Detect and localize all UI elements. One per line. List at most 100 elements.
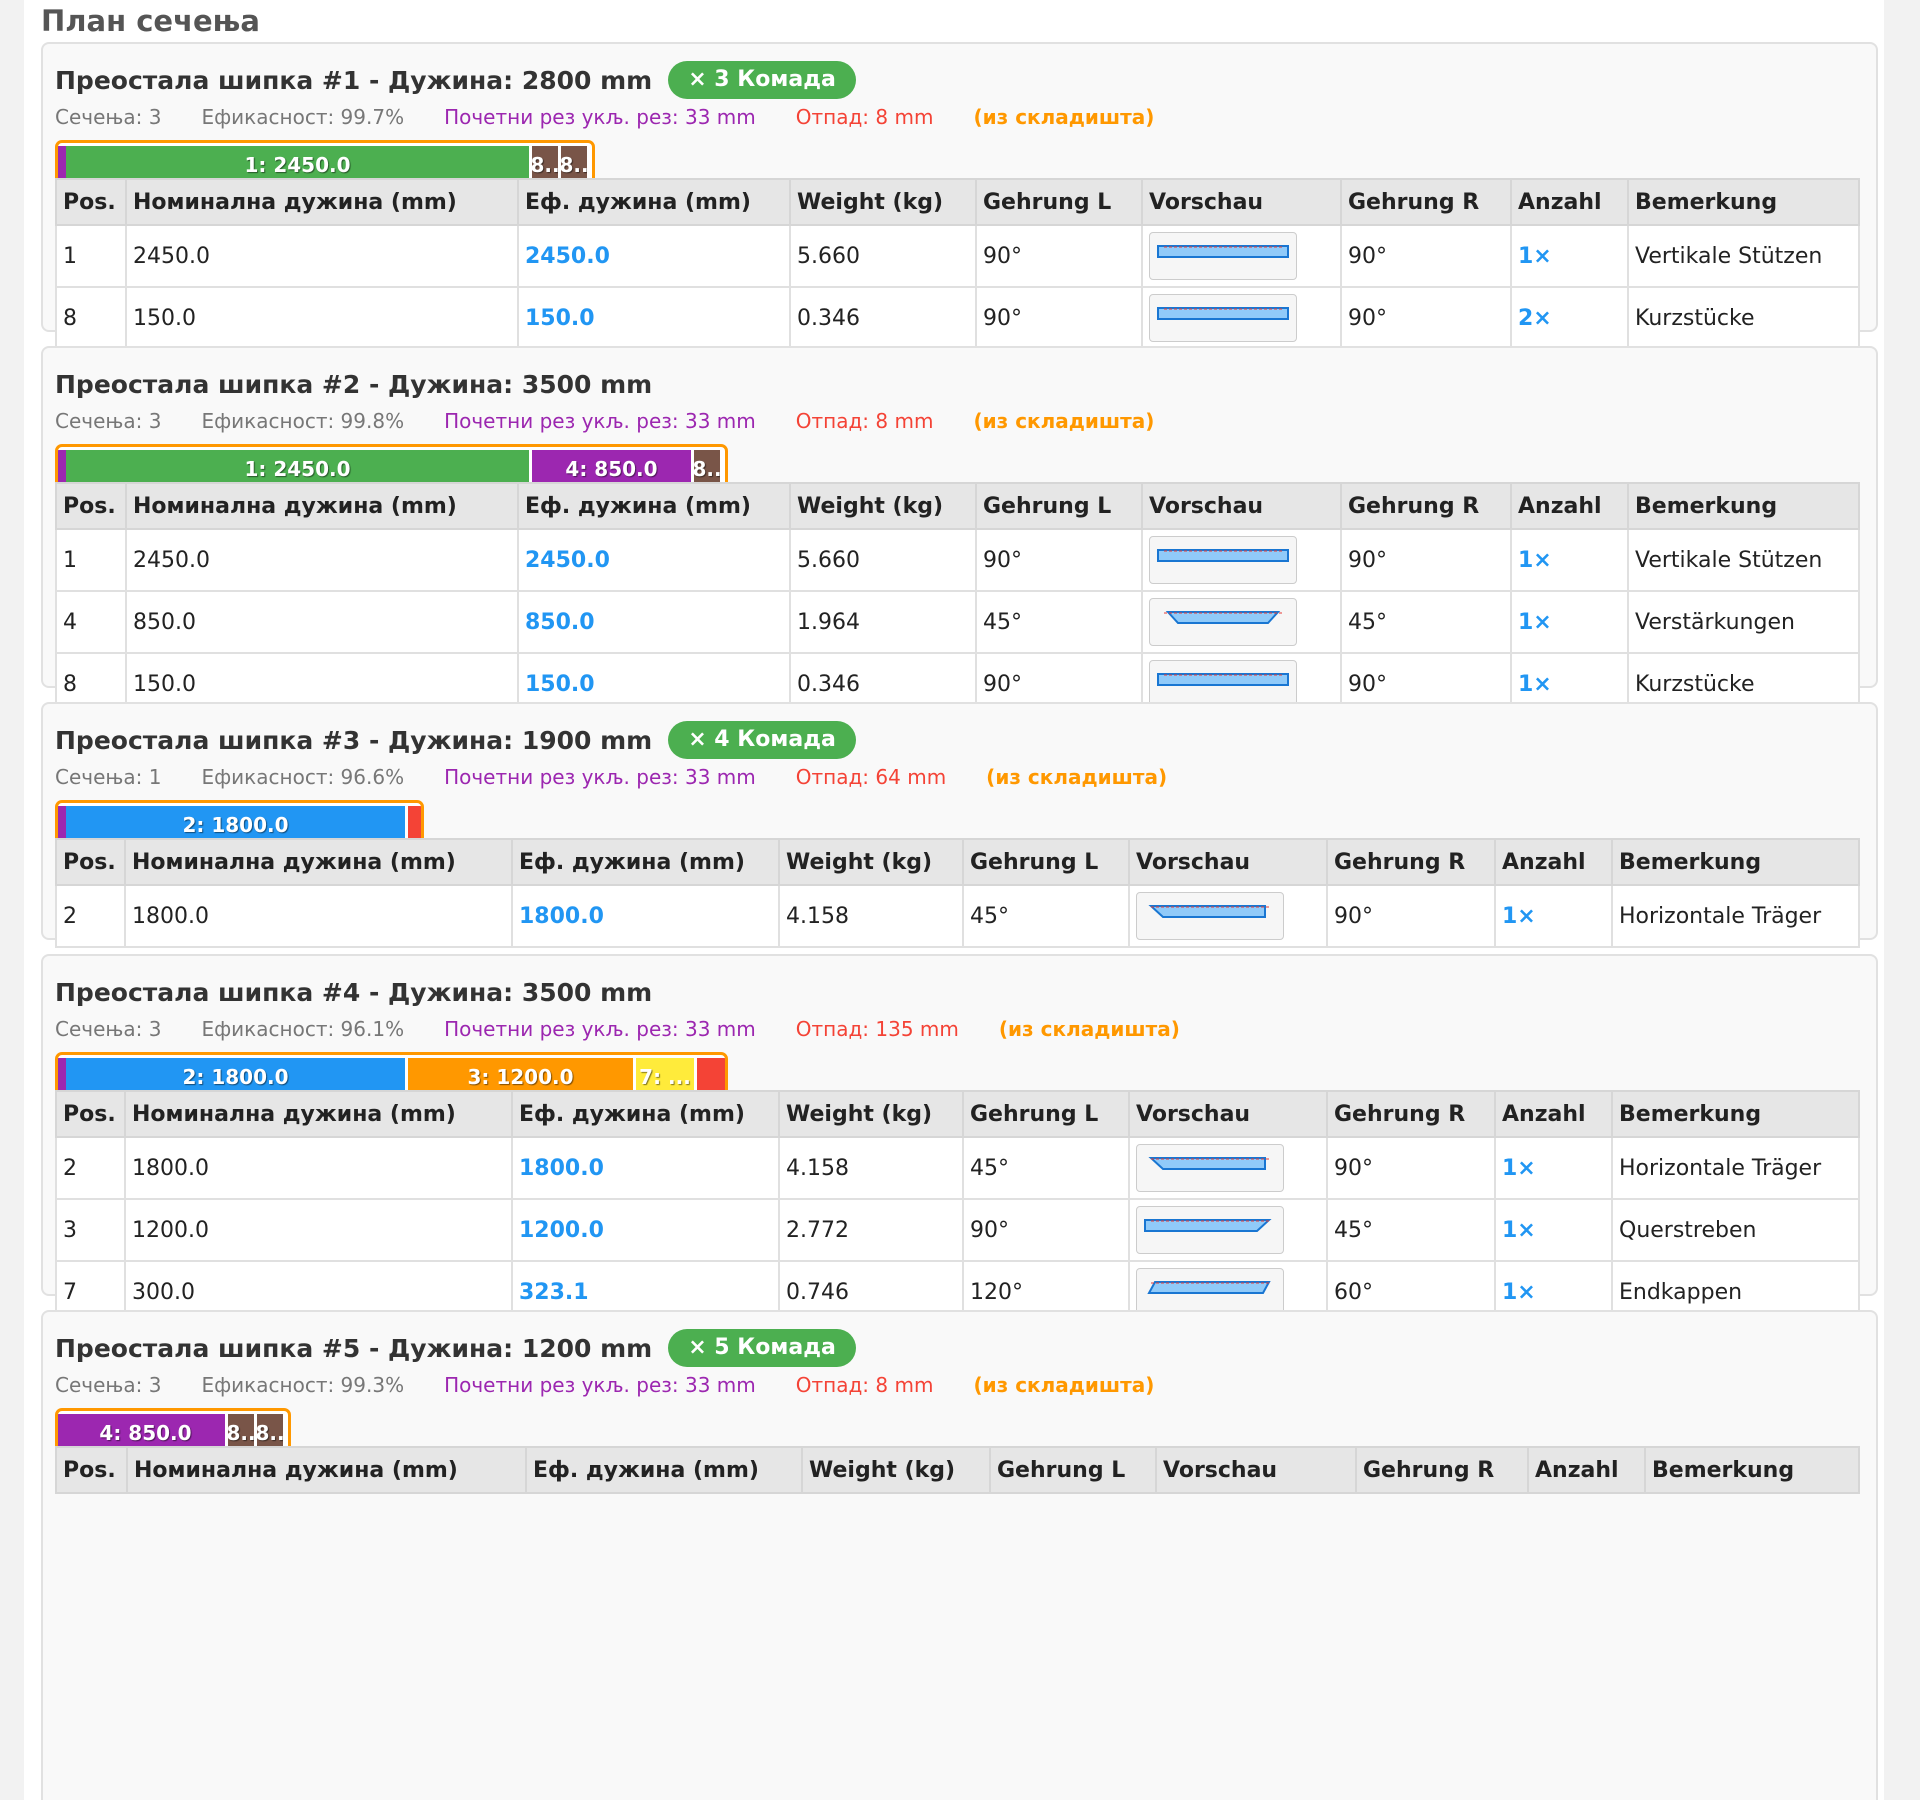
miter-right-header: Gehrung R [1340, 482, 1512, 530]
nominal-length-header: Номинална дужина (mm) [126, 1446, 527, 1494]
note-cell: Horizontale Träger [1611, 1136, 1860, 1200]
cut-segment: 8.. [694, 450, 720, 488]
miter-left-cell: 90° [975, 528, 1143, 592]
quantity-cell: 1× [1510, 590, 1629, 654]
weight-header: Weight (kg) [789, 482, 977, 530]
miter-right-cell: 45° [1326, 1198, 1496, 1262]
nominal-length-cell: 1800.0 [124, 1136, 513, 1200]
nominal-length-cell: 2450.0 [125, 528, 519, 592]
quantity-header: Anzahl [1494, 1090, 1613, 1138]
initial-cut-value: Почетни рез укљ. рез: 33 mm [444, 105, 756, 129]
profile-preview [1136, 1206, 1284, 1254]
cut-segment: 2: 1800.0 [66, 1058, 405, 1096]
source-label: (из складишта) [973, 1373, 1155, 1397]
stock-bar-card: Преостала шипка #3 - Дужина: 1900 mm × 4 … [41, 702, 1878, 948]
preview-cell [1128, 1136, 1328, 1200]
cutting-plan-page: План сечења Преостала шипка #1 - Дужина:… [24, 0, 1884, 1800]
cut-segment: 8.. [228, 1414, 254, 1452]
effective-length-cell: 2450.0 [517, 528, 791, 592]
effective-length-header: Еф. дужина (mm) [511, 838, 780, 886]
cut-segment: 4: 850.0 [532, 450, 691, 488]
waste-value: Отпад: 64 mm [795, 765, 947, 789]
pos-header: Pos. [55, 838, 126, 886]
effective-length-header: Еф. дужина (mm) [517, 178, 791, 226]
note-cell: Querstreben [1611, 1198, 1860, 1262]
note-cell: Vertikale Stützen [1627, 528, 1860, 592]
miter-left-cell: 90° [962, 1198, 1130, 1262]
weight-cell: 5.660 [789, 224, 977, 288]
weight-cell: 2.772 [778, 1198, 964, 1262]
note-header: Bemerkung [1611, 838, 1860, 886]
nominal-length-cell: 150.0 [125, 286, 519, 350]
cut-segment: 3: 1200.0 [408, 1058, 633, 1096]
effective-length-cell: 850.0 [517, 590, 791, 654]
preview-header: Vorschau [1141, 482, 1342, 530]
stock-bar-card: Преостала шипка #1 - Дужина: 2800 mm × 3 … [41, 42, 1878, 350]
pos-cell: 2 [55, 884, 126, 948]
quantity-badge: × 3 Комада [668, 61, 856, 99]
note-header: Bemerkung [1611, 1090, 1860, 1138]
quantity-cell: 1× [1494, 1198, 1613, 1262]
preview-header: Vorschau [1128, 838, 1328, 886]
table-header-row: Pos. Номинална дужина (mm) Еф. дужина (mm)… [55, 178, 1860, 226]
effective-length-header: Еф. дужина (mm) [511, 1090, 780, 1138]
table-row: 1 2450.0 2450.0 5.660 90° 90° 1× Vertikale Stüt… [55, 528, 1860, 592]
stock-title: Преостала шипка #5 - Дужина: 1200 mm [55, 1333, 653, 1363]
weight-cell: 0.346 [789, 286, 977, 350]
stock-stats: Сечења: 3 Ефикасност: 96.1% Почетни рез ук… [55, 1012, 1220, 1046]
miter-right-header: Gehrung R [1355, 1446, 1529, 1494]
cut-table: Pos. Номинална дужина (mm) Еф. дужина (mm)… [55, 1446, 1860, 1494]
weight-cell: 0.746 [778, 1260, 964, 1324]
source-label: (из складишта) [973, 105, 1155, 129]
quantity-badge: × 4 Комада [668, 721, 856, 759]
efficiency-value: Ефикасност: 99.3% [201, 1373, 405, 1397]
table-header-row: Pos. Номинална дужина (mm) Еф. дужина (mm)… [55, 1090, 1860, 1138]
preview-cell [1141, 590, 1342, 654]
quantity-header: Anzahl [1494, 838, 1613, 886]
start-cut-segment [58, 806, 66, 844]
profile-preview [1136, 892, 1284, 940]
stock-bar-card: Преостала шипка #2 - Дужина: 3500 mm Сече… [41, 346, 1878, 716]
miter-right-cell: 90° [1340, 286, 1512, 350]
miter-left-cell: 45° [962, 884, 1130, 948]
stock-title-row: Преостала шипка #3 - Дужина: 1900 mm × 4 … [55, 720, 856, 760]
nominal-length-header: Номинална дужина (mm) [125, 482, 519, 530]
pos-cell: 3 [55, 1198, 126, 1262]
efficiency-value: Ефикасност: 99.7% [201, 105, 405, 129]
nominal-length-cell: 1800.0 [124, 884, 513, 948]
preview-cell [1141, 224, 1342, 288]
profile-preview [1149, 536, 1297, 584]
cut-table: Pos. Номинална дужина (mm) Еф. дужина (mm)… [55, 838, 1860, 948]
pos-cell: 4 [55, 590, 127, 654]
stock-stats: Сечења: 3 Ефикасност: 99.7% Почетни рез ук… [55, 100, 1194, 134]
profile-preview [1149, 294, 1297, 342]
weight-header: Weight (kg) [789, 178, 977, 226]
note-header: Bemerkung [1627, 482, 1860, 530]
table-header-row: Pos. Номинална дужина (mm) Еф. дужина (mm)… [55, 482, 1860, 530]
table-row: 3 1200.0 1200.0 2.772 90° 45° 1× Querstreben [55, 1198, 1860, 1262]
pos-cell: 8 [55, 286, 127, 350]
initial-cut-value: Почетни рез укљ. рез: 33 mm [444, 765, 756, 789]
preview-cell [1141, 286, 1342, 350]
cuts-count: Сечења: 1 [55, 765, 162, 789]
weight-cell: 5.660 [789, 528, 977, 592]
weight-cell: 4.158 [778, 884, 964, 948]
note-header: Bemerkung [1627, 178, 1860, 226]
miter-left-cell: 90° [975, 286, 1143, 350]
stock-bar-card: Преостала шипка #4 - Дужина: 3500 mm Сече… [41, 954, 1878, 1324]
cut-segment: 4: 850.0 [66, 1414, 225, 1452]
quantity-cell: 1× [1510, 528, 1629, 592]
cuts-count: Сечења: 3 [55, 409, 162, 433]
note-cell: Kurzstücke [1627, 286, 1860, 350]
cut-segment: 2: 1800.0 [66, 806, 405, 844]
waste-value: Отпад: 135 mm [795, 1017, 959, 1041]
cut-segment: 7: ... [636, 1058, 694, 1096]
stock-stats: Сечења: 1 Ефикасност: 96.6% Почетни рез ук… [55, 760, 1207, 794]
miter-right-cell: 45° [1340, 590, 1512, 654]
miter-right-header: Gehrung R [1326, 838, 1496, 886]
cut-table: Pos. Номинална дужина (mm) Еф. дужина (mm)… [55, 482, 1860, 716]
profile-preview [1136, 1144, 1284, 1192]
start-cut-segment [58, 1414, 66, 1452]
pos-header: Pos. [55, 1446, 128, 1494]
pos-header: Pos. [55, 482, 127, 530]
